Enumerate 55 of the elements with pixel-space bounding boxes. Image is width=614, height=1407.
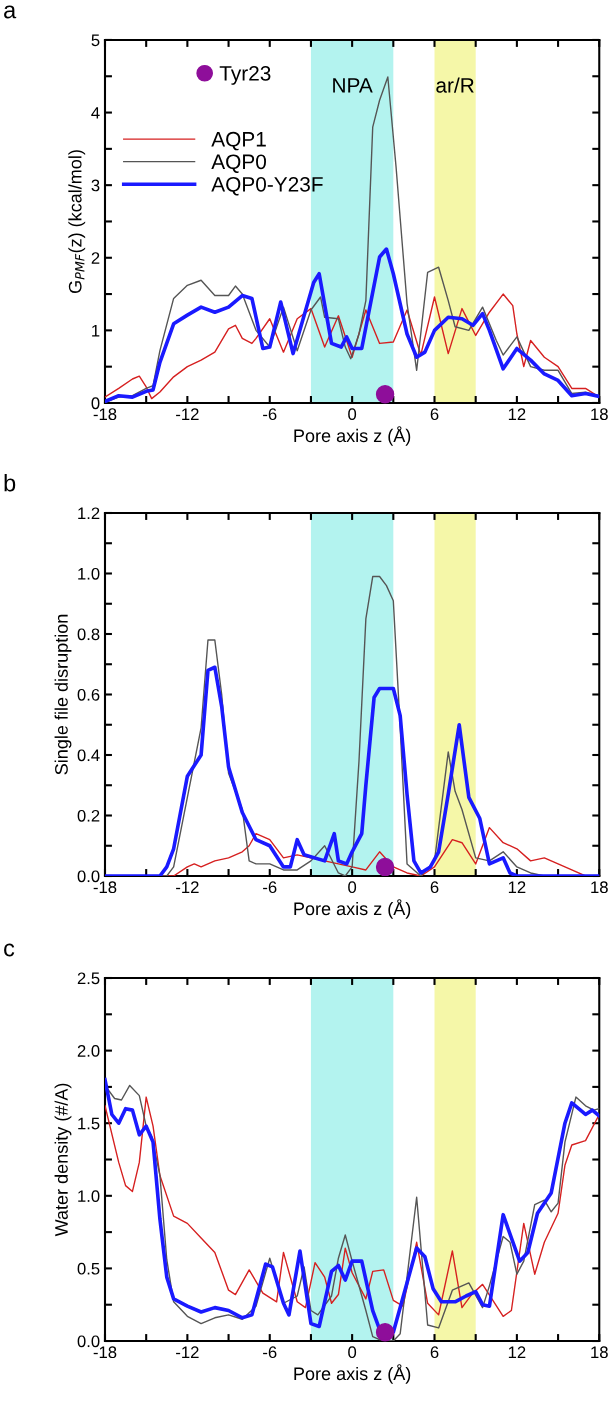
x-axis-title: Pore axis z (Å) bbox=[294, 899, 411, 919]
x-tick-label: 0 bbox=[348, 881, 357, 894]
y-tick-label: 0.0 bbox=[77, 870, 100, 883]
y-tick-label: 0.4 bbox=[77, 749, 100, 762]
y-tick-label: 0.6 bbox=[77, 688, 100, 701]
x-tick-label: 18 bbox=[591, 408, 608, 421]
x-axis-title: Pore axis z (Å) bbox=[294, 426, 411, 446]
chart-title: a bbox=[4, 5, 17, 19]
y-tick-label: 0.8 bbox=[77, 628, 100, 641]
band-label: ar/R bbox=[436, 77, 474, 93]
legend-label: Tyr23 bbox=[219, 65, 271, 85]
x-tick-label: -12 bbox=[176, 881, 199, 893]
legend-label: AQP1 bbox=[211, 131, 266, 151]
x-tick-label: 18 bbox=[591, 881, 608, 894]
x-tick-label: -12 bbox=[176, 408, 199, 420]
legend-label: AQP0 bbox=[211, 154, 267, 173]
legend-label: AQP0-Y23F bbox=[211, 176, 323, 196]
x-tick-label: 18 bbox=[591, 1346, 608, 1359]
chart-title: c bbox=[4, 943, 15, 957]
y-axis-title: Water density (#/A) bbox=[54, 1083, 72, 1237]
y-axis-title: G$_{PMF}$(z) (kcal/mol) bbox=[68, 150, 86, 294]
y-tick-label: 0.2 bbox=[77, 809, 100, 822]
y-tick-label: 5 bbox=[91, 34, 100, 47]
y-tick-label: 3 bbox=[91, 179, 100, 192]
x-tick-label: 6 bbox=[430, 408, 439, 421]
x-tick-label: -6 bbox=[263, 881, 277, 894]
chart-title: b bbox=[4, 474, 16, 492]
x-tick-label: 0 bbox=[348, 408, 357, 421]
x-tick-label: -18 bbox=[93, 1346, 117, 1359]
y-tick-label: 0.5 bbox=[77, 1262, 100, 1275]
x-tick-label: -6 bbox=[263, 408, 277, 421]
y-tick-label: 1.0 bbox=[78, 1190, 100, 1203]
x-tick-label: 12 bbox=[508, 1346, 526, 1358]
y-tick-label: 1.0 bbox=[78, 567, 100, 580]
y-tick-label: 2.5 bbox=[77, 972, 100, 985]
band-label: NPA bbox=[333, 78, 373, 93]
x-tick-label: 6 bbox=[430, 881, 439, 894]
x-tick-label: 0 bbox=[348, 1346, 357, 1359]
y-tick-label: 2.0 bbox=[77, 1045, 100, 1057]
y-tick-label: 0 bbox=[91, 397, 100, 410]
y-tick-label: 0.0 bbox=[77, 1335, 100, 1348]
y-tick-label: 1 bbox=[92, 324, 100, 337]
y-axis-title: Single file disruption bbox=[54, 614, 72, 775]
y-tick-label: 2 bbox=[91, 252, 100, 264]
y-tick-label: 1.5 bbox=[78, 1117, 100, 1130]
x-tick-label: 12 bbox=[508, 881, 526, 893]
x-tick-label: -6 bbox=[263, 1346, 277, 1359]
x-axis-title: Pore axis z (Å) bbox=[294, 1364, 411, 1384]
x-tick-label: -12 bbox=[176, 1346, 199, 1358]
x-tick-label: 6 bbox=[430, 1346, 439, 1359]
x-tick-label: -18 bbox=[93, 408, 117, 421]
x-tick-label: 12 bbox=[508, 408, 526, 420]
x-tick-label: -18 bbox=[93, 881, 117, 894]
y-tick-label: 1.2 bbox=[78, 507, 100, 520]
y-tick-label: 4 bbox=[91, 107, 100, 119]
